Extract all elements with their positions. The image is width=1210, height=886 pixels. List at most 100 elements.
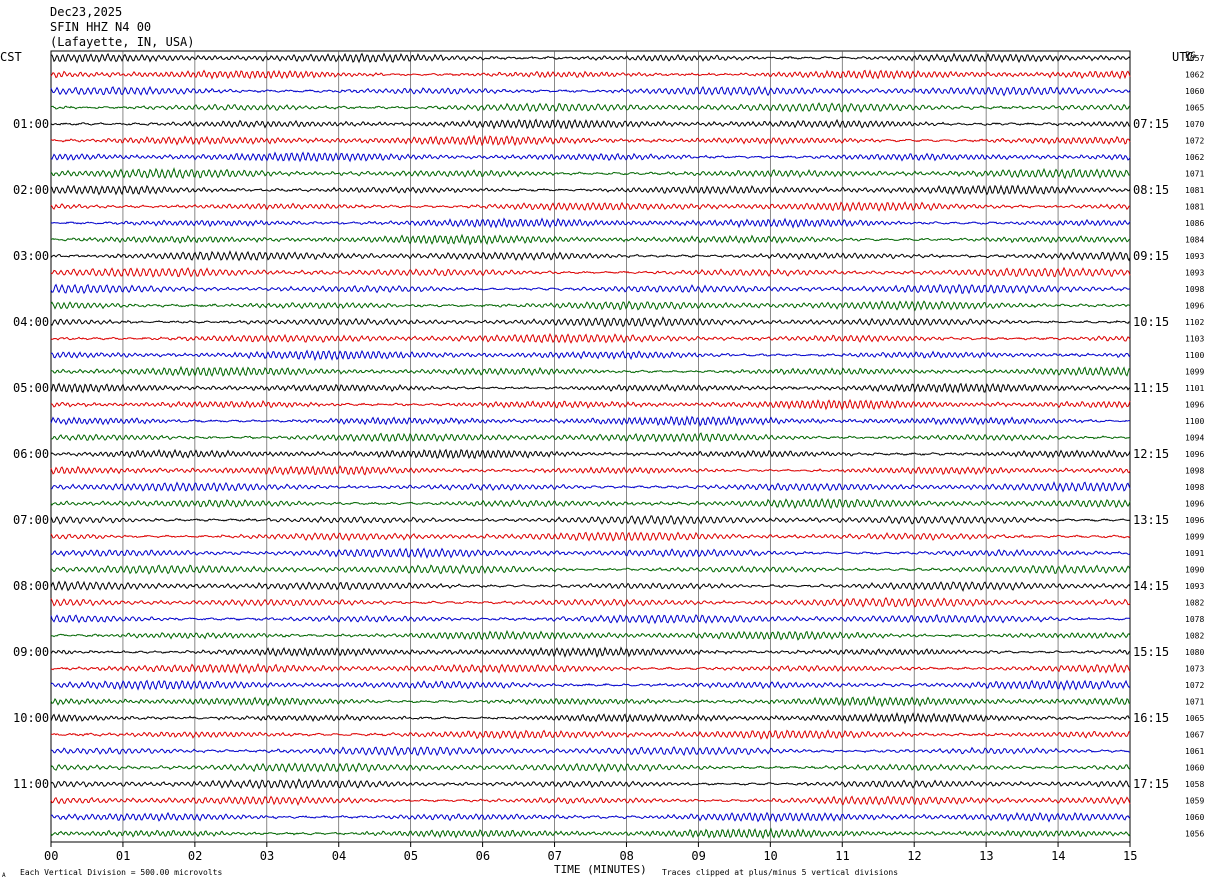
row-value-label: 1102: [1185, 318, 1204, 327]
trace-line: [50, 646, 1131, 659]
x-tick-label: 11: [835, 849, 849, 863]
right-hour-label: 08:15: [1133, 183, 1169, 197]
trace-line: [50, 827, 1131, 840]
row-value-label: 1093: [1185, 252, 1204, 261]
trace-line: [50, 481, 1131, 493]
row-value-label: 1100: [1185, 417, 1204, 426]
right-hour-label: 13:15: [1133, 513, 1169, 527]
row-value-label: 1072: [1185, 137, 1204, 146]
right-hour-label: 15:15: [1133, 645, 1169, 659]
footer-clip-note: Traces clipped at plus/minus 5 vertical …: [662, 868, 898, 877]
row-value-label: 1056: [1185, 830, 1204, 839]
row-value-label: 1094: [1185, 434, 1204, 443]
trace-line: [50, 415, 1130, 427]
header-date: Dec23,2025: [50, 5, 122, 19]
right-hour-label: 17:15: [1133, 777, 1169, 791]
x-tick-label: 10: [763, 849, 777, 863]
row-value-label: 1082: [1185, 632, 1204, 641]
row-value-label: 1098: [1185, 285, 1204, 294]
trace-line: [50, 596, 1131, 608]
left-hour-label: 09:00: [13, 645, 49, 659]
row-value-label: 1082: [1185, 599, 1204, 608]
trace-line: [50, 762, 1131, 773]
x-tick-label: 07: [548, 849, 562, 863]
trace-line: [50, 795, 1131, 806]
trace-line: [50, 316, 1131, 328]
row-value-label: 1086: [1185, 219, 1204, 228]
x-tick-label: 00: [44, 849, 58, 863]
trace-line: [50, 778, 1131, 790]
trace-line: [50, 201, 1131, 213]
footer-mark: A: [2, 872, 6, 879]
row-value-label: 1081: [1185, 186, 1204, 195]
seismic-traces: [50, 52, 1131, 840]
right-hour-label: 11:15: [1133, 381, 1169, 395]
row-value-label: 1060: [1185, 87, 1204, 96]
row-value-label: 1098: [1185, 467, 1204, 476]
x-tick-label: 09: [691, 849, 705, 863]
row-value-label: 1061: [1185, 747, 1204, 756]
row-value-label: 1101: [1185, 384, 1204, 393]
trace-line: [50, 52, 1131, 64]
trace-line: [50, 432, 1131, 443]
left-hour-label: 07:00: [13, 513, 49, 527]
left-hour-label: 10:00: [13, 711, 49, 725]
right-hour-label: 09:15: [1133, 249, 1169, 263]
row-value-label: 1067: [1185, 731, 1204, 740]
trace-line: [50, 695, 1131, 708]
row-value-label: 1072: [1185, 681, 1204, 690]
trace-line: [50, 151, 1131, 163]
row-value-label: 1057: [1185, 54, 1204, 63]
trace-line: [50, 134, 1131, 147]
row-value-labels: 1057 1062 1060 1065 1070 1072 1062 1071 1081 1081…: [1185, 54, 1204, 839]
left-hour-label: 01:00: [13, 117, 49, 131]
row-value-label: 1096: [1185, 302, 1204, 311]
row-value-label: 1096: [1185, 500, 1204, 509]
trace-line: [50, 547, 1131, 559]
row-value-label: 1059: [1185, 797, 1204, 806]
plot-frame: [50, 50, 1131, 843]
row-value-label: 1098: [1185, 483, 1204, 492]
row-value-label: 1093: [1185, 582, 1204, 591]
x-tick-label: 06: [476, 849, 490, 863]
left-hour-label: 03:00: [13, 249, 49, 263]
trace-line: [50, 167, 1130, 180]
row-value-label: 1073: [1185, 665, 1204, 674]
trace-line: [50, 679, 1131, 691]
x-tick-label: 13: [979, 849, 993, 863]
row-value-label: 1081: [1185, 203, 1204, 212]
right-timezone-label: UTC: [1172, 50, 1194, 64]
trace-line: [50, 102, 1131, 113]
row-value-label: 1070: [1185, 120, 1204, 129]
row-value-label: 1099: [1185, 368, 1204, 377]
row-value-label: 1103: [1185, 335, 1204, 344]
row-value-label: 1071: [1185, 698, 1204, 707]
footer-division-note: Each Vertical Division = 500.00 microvol…: [20, 868, 222, 877]
left-hour-label: 08:00: [13, 579, 49, 593]
x-tick-label: 02: [188, 849, 202, 863]
trace-line: [50, 300, 1131, 312]
right-hour-label: 16:15: [1133, 711, 1169, 725]
trace-line: [50, 662, 1131, 675]
trace-line: [50, 398, 1131, 411]
row-value-label: 1096: [1185, 450, 1204, 459]
trace-line: [50, 614, 1131, 625]
row-value-label: 1100: [1185, 351, 1204, 360]
row-value-label: 1080: [1185, 648, 1204, 657]
left-hour-label: 02:00: [13, 183, 49, 197]
header-location: (Lafayette, IN, USA): [50, 35, 195, 49]
row-value-label: 1091: [1185, 549, 1204, 558]
trace-line: [50, 250, 1131, 262]
right-hour-label: 10:15: [1133, 315, 1169, 329]
x-tick-label: 01: [116, 849, 130, 863]
trace-line: [50, 811, 1131, 823]
trace-line: [50, 448, 1131, 459]
row-value-label: 1062: [1185, 153, 1204, 162]
row-value-label: 1058: [1185, 780, 1204, 789]
trace-line: [50, 514, 1131, 526]
right-hour-labels: 07:15 08:15 09:15 10:15 11:15 12:15 13:15 14:15…: [1133, 117, 1169, 791]
x-tick-label: 15: [1123, 849, 1137, 863]
trace-line: [50, 349, 1131, 362]
x-tick-label: 14: [1051, 849, 1065, 863]
